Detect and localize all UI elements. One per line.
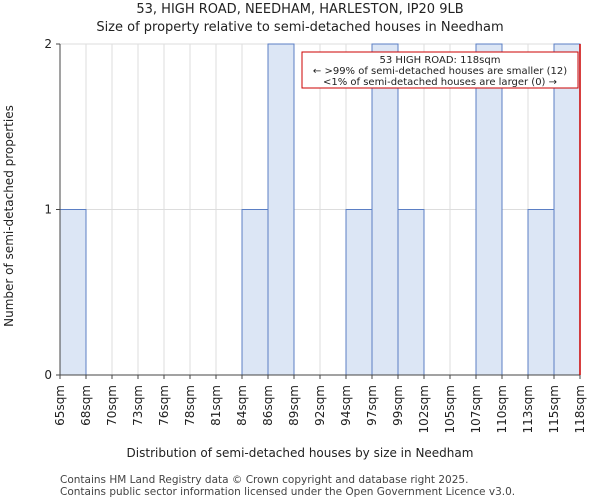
x-tick-label-92sqm: 92sqm <box>313 385 327 426</box>
x-tick-label-97sqm: 97sqm <box>365 385 379 426</box>
x-tick-labels: 65sqm 68sqm 70sqm 73sqm 76sqm 78sqm 81sqm 84sqm… <box>53 375 587 433</box>
footer-copyright: Contains HM Land Registry data © Crown c… <box>60 474 469 486</box>
annotation-line-2: ← >99% of semi-detached houses are small… <box>313 66 567 77</box>
footer-licence: Contains public sector information licen… <box>60 486 516 498</box>
x-tick-label-84sqm: 84sqm <box>235 385 249 426</box>
x-tick-label-73sqm: 73sqm <box>131 385 145 426</box>
x-tick-label-113sqm: 113sqm <box>521 385 535 433</box>
x-tick-label-102sqm: 102sqm <box>417 385 431 433</box>
bar-99sqm <box>397 209 425 376</box>
bar-113sqm <box>527 209 555 376</box>
y-tick-label-2: 2 <box>44 37 52 51</box>
bar-115sqm <box>553 43 581 376</box>
x-tick-label-115sqm: 115sqm <box>547 385 561 433</box>
x-tick-label-99sqm: 99sqm <box>391 385 405 426</box>
x-tick-label-76sqm: 76sqm <box>157 385 171 426</box>
annotation-line-1: 53 HIGH ROAD: 118sqm <box>380 55 501 66</box>
y-tick-label-0: 0 <box>44 368 52 382</box>
bars <box>59 43 581 376</box>
x-tick-label-105sqm: 105sqm <box>443 385 457 433</box>
x-axis-label: Distribution of semi-detached houses by … <box>127 446 474 460</box>
chart-subtitle: Size of property relative to semi-detach… <box>96 20 504 35</box>
annotation-line-3: <1% of semi-detached houses are larger (… <box>323 77 557 88</box>
bar-107sqm <box>475 43 503 376</box>
x-tick-label-110sqm: 110sqm <box>495 385 509 433</box>
x-tick-label-78sqm: 78sqm <box>183 385 197 426</box>
bar-84sqm <box>241 209 269 376</box>
x-tick-label-65sqm: 65sqm <box>53 385 67 426</box>
bar-65sqm <box>59 209 87 376</box>
y-tick-label-1: 1 <box>44 203 52 217</box>
x-tick-label-81sqm: 81sqm <box>209 385 223 426</box>
bar-97sqm <box>371 43 399 376</box>
x-tick-label-118sqm: 118sqm <box>573 385 587 433</box>
x-tick-label-89sqm: 89sqm <box>287 385 301 426</box>
bar-94sqm <box>345 209 373 376</box>
x-tick-label-94sqm: 94sqm <box>339 385 353 426</box>
x-tick-label-86sqm: 86sqm <box>261 385 275 426</box>
x-tick-label-68sqm: 68sqm <box>79 385 93 426</box>
chart-title: 53, HIGH ROAD, NEEDHAM, HARLESTON, IP20 … <box>136 2 464 17</box>
y-axis-label: Number of semi-detached properties <box>2 105 16 327</box>
x-tick-label-70sqm: 70sqm <box>105 385 119 426</box>
x-tick-label-107sqm: 107sqm <box>469 385 483 433</box>
y-tick-labels: 0 1 2 <box>44 37 60 382</box>
bar-86sqm <box>267 43 295 376</box>
annotation-box: 53 HIGH ROAD: 118sqm ← >99% of semi-deta… <box>301 51 579 89</box>
